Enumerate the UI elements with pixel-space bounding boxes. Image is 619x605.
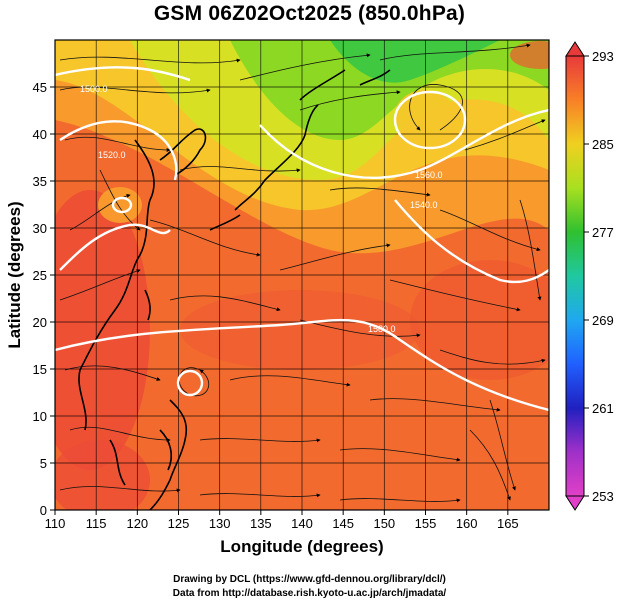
x-tick-label: 155 [415, 516, 437, 531]
map-title: GSM 06Z02Oct2025 (850.0hPa) [153, 2, 466, 25]
x-tick-label: 110 [45, 516, 66, 531]
x-tick-label: 150 [373, 516, 395, 531]
x-tick-label: 115 [86, 516, 107, 531]
colorbar-tick-label: 269 [592, 313, 614, 328]
y-tick-label: 30 [33, 221, 47, 236]
y-tick-label: 35 [33, 174, 47, 189]
y-tick-label: 20 [33, 315, 47, 330]
y-tick-label: 25 [33, 268, 47, 283]
colorbar-scale [565, 55, 585, 497]
credit-drawing: Drawing by DCL (https://www.gfd-dennou.o… [173, 574, 446, 585]
y-tick-label: 40 [33, 127, 47, 142]
y-tick-label: 45 [33, 80, 47, 95]
colorbar-tick-label: 261 [592, 401, 614, 416]
y-tick-label: 15 [33, 362, 47, 377]
contour-label: 1540.0 [410, 200, 438, 210]
x-axis-ticks: 110 115 120 125 130 135 140 145 150 155 160 165 [45, 510, 519, 531]
height-contours [55, 66, 549, 412]
credit-data: Data from http://database.rish.kyoto-u.a… [172, 588, 447, 599]
x-tick-label: 130 [209, 516, 231, 531]
y-axis-ticks: 0 5 10 15 20 25 30 35 40 45 [33, 80, 55, 518]
colorbar-tick-label: 253 [592, 489, 614, 504]
contour-label: 1580.0 [368, 324, 396, 334]
contour-label: 1520.0 [98, 150, 126, 160]
y-axis-label: Latitude (degrees) [5, 201, 24, 348]
colorbar-min-arrow [565, 495, 585, 511]
x-tick-label: 165 [497, 516, 519, 531]
temperature-field: 1500.0 1520.0 1540.0 1560.0 1580.0 [55, 40, 549, 510]
x-tick-label: 125 [168, 516, 190, 531]
contour-label: 1500.0 [80, 84, 108, 94]
contour-label: 1560.0 [415, 170, 443, 180]
x-tick-label: 140 [291, 516, 313, 531]
y-tick-label: 0 [40, 503, 47, 518]
graticule [55, 40, 549, 510]
map-figure: 1500.0 1520.0 1540.0 1560.0 1580.0 110 11… [5, 39, 614, 556]
colorbar-tick-label: 285 [592, 137, 614, 152]
x-tick-label: 160 [456, 516, 478, 531]
colorbar-max-arrow [565, 41, 585, 57]
coastlines [78, 69, 391, 510]
contour-labels: 1500.0 1520.0 1540.0 1560.0 1580.0 [80, 84, 443, 334]
x-axis-label: Longitude (degrees) [220, 537, 383, 556]
colorbar-ticks: 293 285 277 269 261 253 [584, 49, 614, 504]
x-tick-label: 145 [332, 516, 354, 531]
colorbar-tick-label: 293 [592, 49, 614, 64]
wind-streamlines [59, 43, 546, 503]
y-tick-label: 10 [33, 409, 47, 424]
y-tick-label: 5 [40, 456, 47, 471]
colorbar: 293 285 277 269 261 253 [565, 41, 614, 511]
x-tick-label: 120 [126, 516, 148, 531]
x-tick-label: 135 [250, 516, 272, 531]
colorbar-tick-label: 277 [592, 225, 614, 240]
